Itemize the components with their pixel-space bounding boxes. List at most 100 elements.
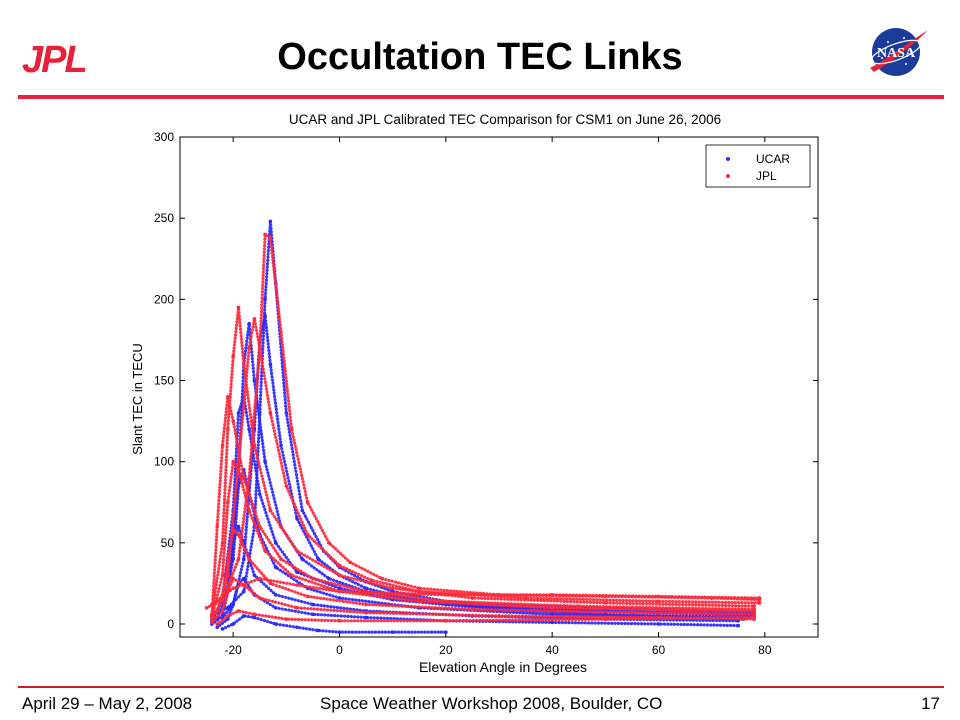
data-point-jpl	[305, 500, 310, 505]
data-point-jpl	[656, 599, 661, 604]
jpl-logo-text: JPL	[22, 39, 86, 78]
data-point-jpl	[226, 557, 230, 561]
data-point-ucar	[236, 524, 241, 529]
data-point-ucar	[252, 378, 257, 383]
data-point-ucar	[311, 612, 315, 617]
data-point-ucar	[242, 576, 246, 581]
data-point-jpl	[279, 330, 283, 334]
data-point-ucar	[231, 622, 235, 626]
data-point-jpl	[305, 532, 310, 537]
x-tick-label: 20	[439, 643, 453, 657]
data-point-ucar	[268, 219, 273, 224]
data-point-ucar	[252, 573, 257, 578]
data-point-jpl	[289, 427, 294, 432]
data-point-jpl	[630, 610, 634, 615]
data-point-ucar	[273, 592, 278, 597]
data-point-jpl	[220, 573, 225, 578]
data-point-jpl	[417, 586, 422, 591]
data-point-ucar	[327, 576, 331, 581]
x-tick-label: 40	[545, 643, 559, 657]
legend-label-ucar: UCAR	[756, 152, 790, 166]
data-point-jpl	[337, 618, 342, 623]
data-point-jpl	[497, 614, 501, 618]
data-point-jpl	[257, 524, 262, 529]
data-point-jpl	[247, 476, 251, 480]
data-point-ucar	[311, 602, 315, 607]
data-point-ucar	[295, 625, 299, 630]
data-point-jpl	[295, 605, 299, 610]
data-point-jpl	[231, 586, 235, 591]
data-point-jpl	[752, 615, 756, 620]
data-point-ucar	[273, 622, 278, 626]
data-point-jpl	[210, 602, 214, 607]
data-point-ucar	[263, 297, 267, 302]
data-point-ucar	[364, 615, 368, 620]
data-point-jpl	[444, 592, 448, 597]
series-jpl-track-line	[211, 528, 755, 620]
data-point-ucar	[268, 362, 273, 367]
data-point-ucar	[390, 630, 395, 634]
data-point-jpl	[417, 599, 422, 604]
x-axis-label: Elevation Angle in Degrees	[419, 659, 587, 675]
data-point-jpl	[236, 557, 241, 561]
y-tick-label: 0	[167, 617, 174, 631]
data-point-jpl	[257, 596, 262, 600]
data-point-ucar	[215, 625, 220, 630]
data-point-jpl	[220, 597, 225, 602]
data-point-jpl	[231, 576, 235, 581]
data-point-jpl	[295, 583, 299, 587]
data-point-ucar	[263, 459, 267, 464]
data-point-jpl	[268, 235, 273, 240]
legend-box	[705, 144, 811, 188]
data-point-jpl	[252, 612, 257, 617]
tec-comparison-chart: UCAR and JPL Calibrated TEC Comparison f…	[130, 112, 819, 675]
series-jpl-track-line	[211, 307, 755, 615]
data-point-jpl	[215, 524, 220, 529]
data-point-jpl	[236, 305, 241, 310]
data-point-ucar	[247, 321, 251, 326]
data-point-ucar	[337, 596, 342, 600]
data-point-ucar	[220, 614, 225, 618]
series-ucar-track-line	[222, 615, 446, 633]
data-point-ucar	[300, 557, 305, 561]
data-point-jpl	[268, 411, 273, 415]
data-point-jpl	[757, 596, 762, 600]
data-point-jpl	[327, 541, 331, 545]
data-point-jpl	[757, 601, 762, 605]
data-point-ucar	[736, 623, 741, 628]
y-tick-label: 50	[161, 536, 175, 550]
data-point-jpl	[242, 362, 246, 367]
data-point-ucar	[279, 443, 283, 448]
data-point-jpl	[231, 528, 235, 532]
data-point-ucar	[550, 620, 554, 625]
x-tick-label: 60	[652, 643, 666, 657]
data-point-ucar	[284, 411, 289, 415]
title-rule	[18, 95, 944, 99]
data-point-jpl	[231, 459, 235, 464]
data-point-ucar	[242, 589, 246, 594]
data-point-jpl	[252, 317, 257, 321]
data-point-ucar	[242, 557, 246, 561]
data-point-jpl	[252, 443, 257, 448]
data-point-ucar	[295, 516, 299, 521]
data-point-jpl	[284, 617, 289, 621]
data-point-jpl	[247, 508, 251, 513]
data-point-jpl	[305, 594, 310, 599]
data-point-ucar	[337, 630, 342, 634]
jpl-logo: JPL	[22, 39, 88, 78]
footer-page-number: 17	[921, 694, 940, 713]
data-point-ucar	[242, 614, 246, 618]
data-point-jpl	[603, 617, 608, 621]
data-point-jpl	[279, 557, 283, 561]
x-tick-label: 0	[336, 643, 343, 657]
data-point-jpl	[364, 602, 368, 607]
data-point-jpl	[257, 576, 262, 581]
data-point-ucar	[337, 586, 342, 591]
data-point-jpl	[268, 508, 273, 513]
data-point-jpl	[656, 594, 661, 599]
plot-area: -20 0 20 40 60 80 0 50 100 150 200 250 300 UCAR JPL	[154, 130, 819, 657]
data-point-ucar	[273, 605, 278, 610]
data-point-ucar	[273, 565, 278, 569]
y-tick-label: 150	[154, 374, 174, 388]
